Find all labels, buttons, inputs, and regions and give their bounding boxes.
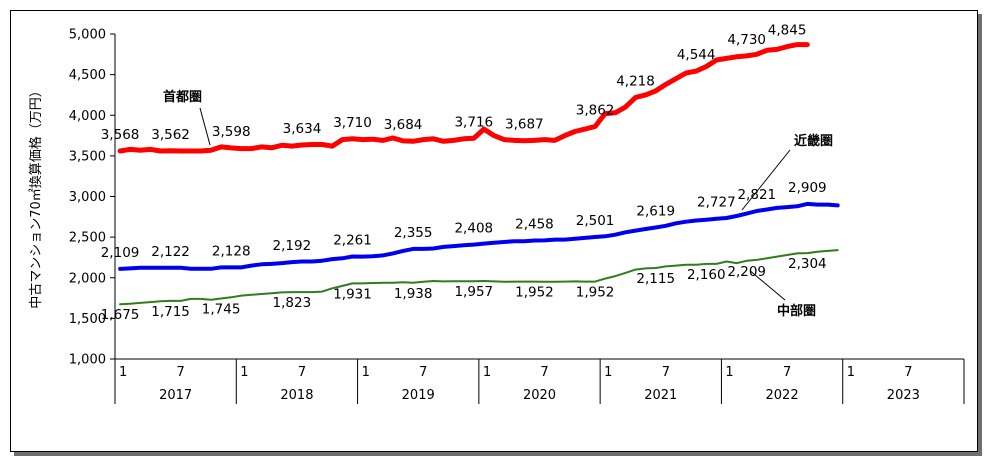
leader-line bbox=[199, 107, 211, 146]
year-label: 2021 bbox=[644, 388, 677, 403]
data-label: 3,684 bbox=[384, 117, 423, 133]
series-name-label: 近畿圏 bbox=[794, 133, 833, 149]
data-label: 4,218 bbox=[616, 74, 655, 90]
month-tick-label: 7 bbox=[177, 365, 185, 380]
y-tick-label: 4,000 bbox=[69, 109, 106, 124]
data-label: 2,304 bbox=[788, 256, 827, 272]
data-label: 3,716 bbox=[454, 114, 493, 130]
data-label: 2,128 bbox=[212, 243, 251, 259]
month-tick-label: 1 bbox=[604, 365, 612, 380]
data-label: 3,562 bbox=[151, 127, 190, 143]
y-axis-title: 中古マンション70㎡換算価格（万円） bbox=[28, 84, 44, 309]
year-label: 2018 bbox=[280, 388, 313, 403]
month-tick-label: 7 bbox=[783, 365, 791, 380]
data-label: 1,675 bbox=[101, 307, 140, 323]
data-label: 3,687 bbox=[505, 117, 544, 133]
month-tick-label: 1 bbox=[483, 365, 491, 380]
year-label: 2022 bbox=[766, 388, 799, 403]
month-tick-label: 1 bbox=[119, 365, 127, 380]
month-tick-label: 7 bbox=[904, 365, 912, 380]
data-label: 4,730 bbox=[727, 32, 766, 48]
data-label: 3,710 bbox=[333, 115, 372, 131]
data-label: 2,160 bbox=[687, 267, 726, 283]
data-label: 1,715 bbox=[151, 304, 190, 320]
data-label: 2,821 bbox=[737, 187, 776, 203]
data-label: 3,598 bbox=[212, 124, 251, 140]
data-label: 1,938 bbox=[394, 286, 433, 302]
series-line-1 bbox=[118, 201, 840, 271]
year-label: 2023 bbox=[887, 388, 920, 403]
data-label: 2,355 bbox=[394, 225, 433, 241]
data-label: 2,122 bbox=[151, 244, 190, 260]
data-label: 1,931 bbox=[333, 286, 372, 302]
data-label: 2,408 bbox=[454, 221, 493, 237]
data-label: 4,845 bbox=[768, 23, 807, 39]
data-label: 2,261 bbox=[333, 233, 372, 249]
series-name-label: 首都圏 bbox=[163, 89, 202, 105]
data-label: 1,745 bbox=[202, 301, 241, 317]
chart-frame bbox=[10, 10, 978, 452]
data-label: 3,634 bbox=[283, 121, 322, 137]
y-tick-label: 1,500 bbox=[69, 312, 106, 327]
month-tick-label: 1 bbox=[847, 365, 855, 380]
year-label: 2017 bbox=[159, 388, 192, 403]
month-tick-label: 7 bbox=[419, 365, 427, 380]
y-tick-label: 5,000 bbox=[69, 28, 106, 43]
data-label: 2,115 bbox=[636, 271, 675, 287]
data-label: 2,109 bbox=[101, 245, 140, 261]
data-label: 3,568 bbox=[101, 127, 140, 143]
month-tick-label: 1 bbox=[725, 365, 733, 380]
month-tick-label: 1 bbox=[362, 365, 370, 380]
data-label: 2,192 bbox=[273, 238, 312, 254]
data-label: 2,619 bbox=[636, 203, 675, 219]
series-line-0 bbox=[117, 42, 810, 154]
series-name-label: 中部圏 bbox=[777, 303, 816, 319]
year-label: 2019 bbox=[402, 388, 435, 403]
y-tick-label: 4,500 bbox=[69, 68, 106, 83]
series-line-2 bbox=[119, 249, 839, 306]
y-tick-label: 3,000 bbox=[69, 190, 106, 205]
data-label: 2,909 bbox=[788, 180, 827, 196]
year-label: 2020 bbox=[523, 388, 556, 403]
data-label: 1,957 bbox=[454, 284, 493, 300]
data-label: 2,727 bbox=[697, 195, 736, 211]
data-label: 1,823 bbox=[273, 295, 312, 311]
month-tick-label: 7 bbox=[298, 365, 306, 380]
y-tick-label: 2,000 bbox=[69, 271, 106, 286]
leader-line bbox=[741, 149, 791, 211]
month-tick-label: 7 bbox=[662, 365, 670, 380]
data-label: 1,952 bbox=[576, 285, 615, 301]
y-tick-label: 2,500 bbox=[69, 231, 106, 246]
y-tick-label: 3,500 bbox=[69, 149, 106, 164]
month-tick-label: 7 bbox=[540, 365, 548, 380]
data-label: 2,458 bbox=[515, 217, 554, 233]
data-label: 4,544 bbox=[677, 47, 716, 63]
month-tick-label: 1 bbox=[240, 365, 248, 380]
data-label: 1,952 bbox=[515, 285, 554, 301]
data-label: 3,862 bbox=[576, 102, 615, 118]
y-tick-label: 1,000 bbox=[69, 353, 106, 368]
data-label: 2,501 bbox=[576, 213, 615, 229]
leader-line bbox=[749, 270, 786, 301]
data-label: 2,209 bbox=[727, 264, 766, 280]
